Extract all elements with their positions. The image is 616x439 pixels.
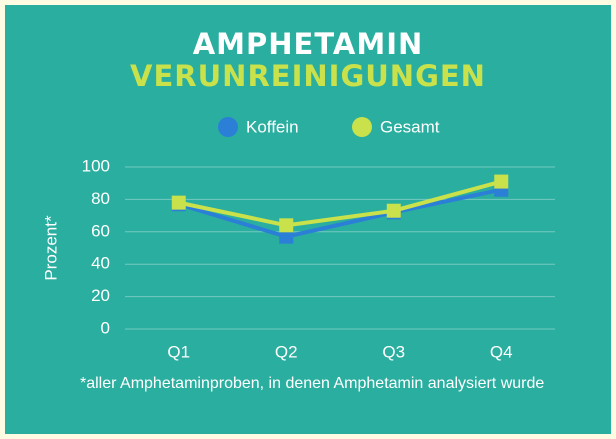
series-line xyxy=(178,179,502,228)
data-point xyxy=(386,203,401,218)
x-tick-label: Q1 xyxy=(167,342,190,361)
chart-title: AMPHETAMIN xyxy=(193,27,424,61)
legend-label: Gesamt xyxy=(380,117,440,136)
y-tick-label: 100 xyxy=(82,156,110,175)
y-tick-label: 60 xyxy=(91,221,110,240)
chart-panel xyxy=(5,5,611,434)
y-tick-label: 40 xyxy=(91,254,110,273)
legend-swatch xyxy=(352,117,372,137)
x-tick-label: Q4 xyxy=(490,342,513,361)
x-tick-label: Q2 xyxy=(275,342,298,361)
legend-label: Koffein xyxy=(246,117,299,136)
data-point xyxy=(171,195,186,210)
data-point xyxy=(279,229,294,244)
legend-swatch xyxy=(218,117,238,137)
data-point xyxy=(279,218,294,233)
y-tick-label: 20 xyxy=(91,286,110,305)
footnote: *aller Amphetaminproben, in denen Amphet… xyxy=(80,375,545,392)
x-tick-label: Q3 xyxy=(382,342,405,361)
y-axis-label: Prozent* xyxy=(41,215,60,281)
y-tick-label: 0 xyxy=(101,318,110,337)
data-point xyxy=(494,174,509,189)
y-tick-label: 80 xyxy=(91,189,110,208)
series-line xyxy=(178,187,502,239)
chart-subtitle: VERUNREINIGUNGEN xyxy=(130,59,486,93)
